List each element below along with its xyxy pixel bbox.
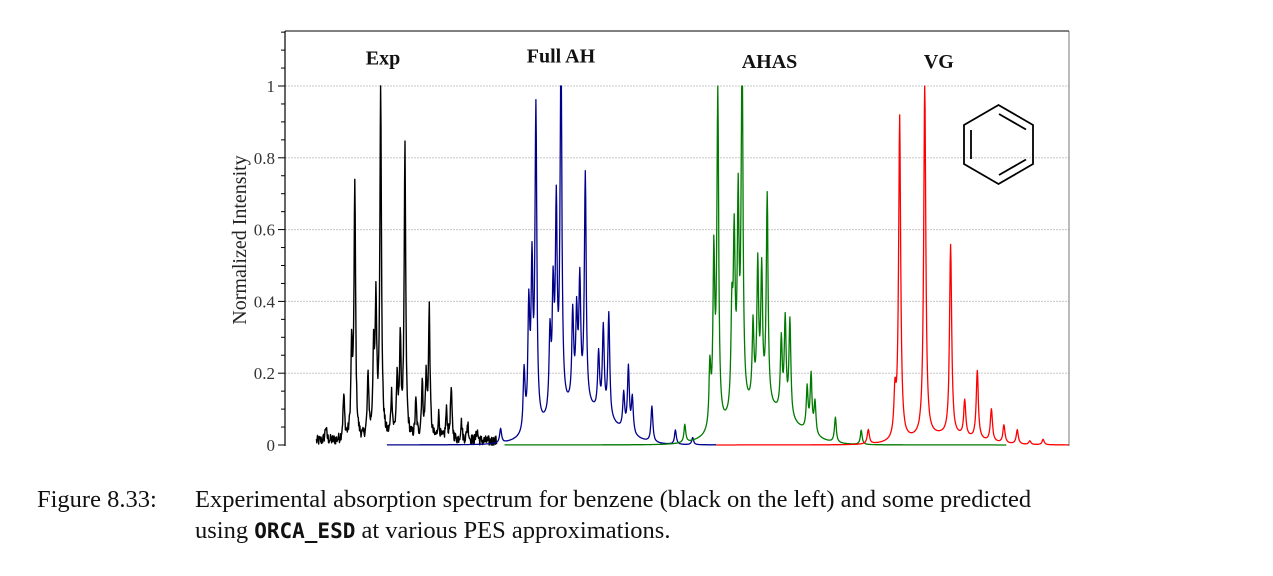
benzene-double-bond-1 <box>998 113 1027 131</box>
y-tick-label: 0.6 <box>254 221 275 240</box>
caption-label: Figure 8.33: <box>37 486 157 513</box>
series-vg <box>715 85 1070 446</box>
y-tick-label: 1 <box>267 77 276 96</box>
y-tick-label: 0.2 <box>254 364 275 383</box>
series-labels: Exp Full AH AHAS VG <box>366 45 955 72</box>
series-label-ahas: AHAS <box>742 51 798 73</box>
series-label-vg: VG <box>924 51 954 73</box>
y-tick-label: 0.8 <box>254 149 275 168</box>
caption-line-1: Experimental absorption spectrum for ben… <box>195 486 1032 513</box>
benzene-structure-icon <box>963 103 1034 186</box>
grid-lines <box>285 85 1069 374</box>
series-ahas <box>504 85 1007 446</box>
series-exp <box>315 85 498 446</box>
spectra-series <box>315 85 1070 446</box>
y-axis-label: Normalized Intensity <box>229 155 251 324</box>
benzene-double-bond-3 <box>998 158 1027 176</box>
benzene-ring <box>963 103 1034 186</box>
y-tick-label: 0.4 <box>254 292 276 311</box>
caption-line-2: using ORCA_ESD at various PES approximat… <box>195 515 1265 547</box>
y-tick-label: 0 <box>267 436 276 455</box>
spectrum-line <box>715 85 1070 446</box>
spectrum-line <box>386 85 717 446</box>
series-full-ah <box>386 85 717 446</box>
spectrum-line <box>504 85 1007 446</box>
series-label-exp: Exp <box>366 47 400 69</box>
series-label-full-ah: Full AH <box>527 45 596 67</box>
spectrum-line <box>315 85 498 446</box>
caption-line-2-pre: using <box>195 517 255 544</box>
spectrum-chart: 0 0.2 0.4 0.6 0.8 1 Normalized Intensity Exp … <box>229 30 1070 455</box>
caption-line-2-post: at various PES approximations. <box>355 517 671 544</box>
caption-code: ORCA_ESD <box>254 519 356 543</box>
plot-frame <box>284 30 1070 446</box>
y-ticks: 0 0.2 0.4 0.6 0.8 1 <box>254 31 285 455</box>
caption-body: Experimental absorption spectrum for ben… <box>195 484 1265 547</box>
